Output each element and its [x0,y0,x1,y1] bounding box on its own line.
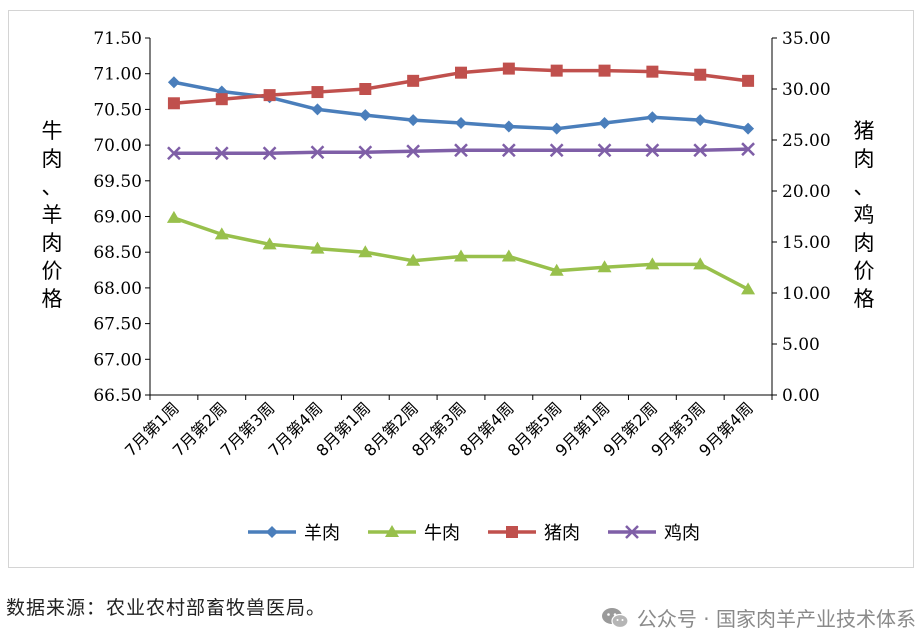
series-4-point [167,146,181,161]
legend-label-1: 羊肉 [304,523,340,544]
series-4-point [549,143,564,158]
series-1-point [550,122,563,135]
series-4-point [310,145,325,160]
series-1-point [646,111,659,124]
source-note: 数据来源：农业农村部畜牧兽医局。 [6,597,327,619]
legend-marker-4 [625,525,639,539]
legend-marker-2 [385,525,399,537]
left-tick-label: 69.00 [93,208,142,228]
series-3-point [263,89,276,102]
series-3-point [502,62,515,75]
series-4-point [501,143,516,158]
series-3-point [407,74,420,87]
series-1-point [167,76,180,89]
series-1-point [598,116,611,129]
series-3-point [311,86,324,99]
right-tick-label: 35.00 [782,29,831,49]
left-tick-label: 70.50 [93,100,142,120]
series-1-point [694,114,707,127]
series-4-point [406,144,421,159]
series-3-point [359,83,372,95]
series-3-point [167,97,180,110]
left-tick-label: 68.00 [93,279,142,299]
series-3-point [694,68,707,81]
watermark-text: 公众号 · 国家肉羊产业技术体系 [636,607,916,631]
left-tick-label: 68.50 [93,243,142,263]
left-tick-label: 67.00 [93,350,142,370]
line-chart: 66.50 67.00 67.50 68.00 68.50 69.00 69.50 70.00… [42,29,875,544]
series-1-point [502,120,515,133]
right-tick-label: 30.00 [782,80,831,100]
series-2-point [693,257,708,270]
series-4-point [741,142,755,157]
left-tick-label: 71.00 [93,65,142,85]
series-3-point [598,64,611,77]
right-tick-label: 20.00 [782,182,831,202]
series-2-point [501,249,516,262]
series-2-point [549,263,564,276]
series-1-point [455,116,467,129]
series-1-point [359,109,372,122]
left-axis-title: 牛肉、羊肉价格 [42,119,63,311]
series-4-point [645,143,660,158]
right-tick-label: 0.00 [782,386,820,406]
series-2-point [406,253,421,266]
series-2-point [645,257,660,270]
series-2-point [741,282,756,295]
left-tick-label: 69.50 [93,172,142,192]
watermark: 公众号 · 国家肉羊产业技术体系 [601,603,916,632]
left-tick-label: 66.50 [93,386,142,406]
left-tick-label: 70.00 [93,136,142,156]
right-tick-label: 10.00 [782,284,831,304]
series-2-point [262,237,277,250]
series-4-point [597,143,612,158]
right-axis-title: 猪肉、鸡肉价格 [854,119,875,311]
legend-label-2: 牛肉 [424,523,460,544]
right-tick-label: 5.00 [782,335,820,355]
series-3-point [646,65,659,78]
series-1-point [742,122,755,135]
series-4-point [693,143,708,158]
series-1-point [407,114,420,127]
series-2-point [358,245,373,258]
series-2-point [166,210,181,223]
series-3-point [550,64,563,77]
chart-frame [8,10,914,568]
series-3-point [455,66,467,79]
legend-label-3: 猪肉 [544,523,580,544]
series-3-point [742,74,755,87]
legend-marker-1 [266,526,278,538]
legend-label-4: 鸡肉 [664,523,700,544]
series-3-point [215,93,228,106]
wechat-icon [601,607,629,628]
series-2-point [597,260,612,273]
left-tick-label: 67.50 [93,315,142,335]
series-4-point [214,146,229,161]
series-2-point [214,227,229,240]
left-tick-label: 71.50 [93,29,142,49]
series-4-point [358,145,373,160]
right-tick-label: 25.00 [782,131,831,151]
series-2-point [310,241,325,254]
series-2-point [454,249,468,262]
series-4-point [262,146,277,161]
series-4-point [454,143,468,158]
series-1-point [311,103,324,116]
legend-marker-3 [506,526,518,538]
right-tick-label: 15.00 [782,233,831,253]
